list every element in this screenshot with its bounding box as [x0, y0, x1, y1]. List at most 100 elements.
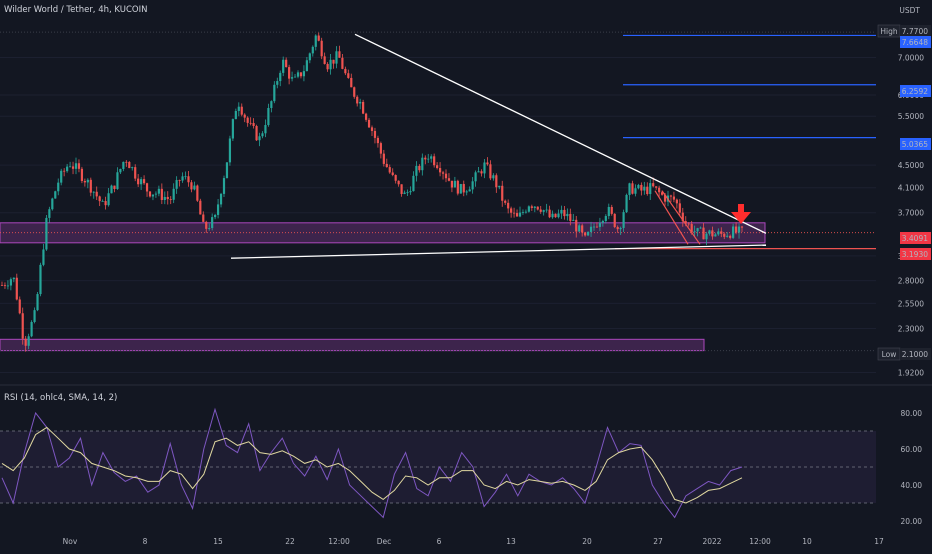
candle-body [453, 180, 456, 188]
candle-body [373, 130, 377, 138]
candle-body [320, 40, 323, 57]
candle-body [652, 183, 655, 187]
candle-body [480, 171, 483, 174]
time-tick-label: 13 [506, 537, 516, 546]
candle-body [696, 228, 699, 232]
candle-body [332, 59, 335, 64]
price-axis-label: 6.2592 [900, 85, 931, 97]
candle-body [71, 166, 75, 169]
candle-body [228, 138, 232, 163]
candle-body [492, 175, 495, 179]
time-tick-label: 27 [653, 537, 663, 546]
price-tick-label: 1.9200 [898, 368, 924, 377]
price-tick-label: 2.8000 [898, 277, 924, 286]
candle-body [140, 179, 143, 185]
candle-body [409, 191, 412, 193]
candle-body [669, 195, 673, 197]
candle-body [163, 196, 166, 200]
candle-body [711, 230, 714, 237]
candle-body [214, 214, 217, 218]
rsi-tick-label: 20.00 [901, 517, 923, 526]
candle-body [397, 180, 400, 185]
ascending-trendline [230, 244, 767, 259]
candle-body [385, 163, 388, 168]
price-tick-label: 4.5000 [898, 161, 924, 170]
price-axis-label: 5.0365 [900, 138, 931, 150]
candle-body [569, 213, 572, 221]
candle-body [708, 230, 711, 234]
candle-body [314, 35, 317, 47]
candle-body [628, 183, 631, 195]
candle-body [77, 163, 81, 169]
candle-body [137, 178, 140, 185]
candle-body [388, 167, 391, 173]
candle-body [726, 235, 729, 237]
time-tick-label: 2022 [702, 537, 721, 546]
candle-body [687, 223, 690, 225]
candle-body [427, 158, 430, 160]
price-tick-label: 4.1000 [898, 184, 924, 193]
candle-body [379, 143, 382, 154]
candle-body [474, 172, 477, 182]
candle-body [477, 171, 480, 173]
candle-body [184, 176, 187, 178]
candle-body [323, 56, 326, 64]
candle-body [145, 183, 149, 192]
candle-body [504, 200, 507, 203]
candle-body [598, 222, 602, 227]
candle-body [584, 232, 587, 236]
candle-body [57, 182, 60, 192]
candle-body [54, 191, 57, 199]
candle-body [515, 213, 519, 217]
candle-body [169, 199, 172, 200]
candle-body [15, 277, 18, 300]
candle-body [219, 193, 223, 205]
candle-body [211, 217, 214, 229]
price-label-value: 2.1000 [902, 350, 928, 359]
candle-body [299, 72, 303, 77]
candle-body [412, 175, 415, 192]
candle-body [258, 136, 261, 141]
candle-body [430, 156, 433, 159]
candle-body [462, 184, 465, 193]
candle-body [222, 178, 226, 194]
candle-body [199, 200, 202, 215]
candle-body [625, 194, 628, 213]
candle-body [326, 63, 329, 70]
candle-body [202, 214, 205, 222]
candle-body [80, 168, 84, 181]
falling-channel-lower [661, 190, 701, 245]
candle-body [21, 313, 24, 339]
candle-body [483, 162, 486, 174]
candle-body [24, 338, 27, 346]
price-label-value: 3.1930 [902, 250, 928, 259]
candle-body [273, 84, 276, 102]
candle-body [578, 225, 581, 232]
price-label-value: 6.2592 [902, 87, 928, 96]
candle-body [0, 284, 4, 286]
candle-body [68, 166, 72, 168]
time-axis: Nov 8 15 22 12:00 Dec 6 13 20 27 2022 12:00 10 17 [63, 537, 884, 546]
candle-body [521, 212, 525, 213]
candle-body [255, 126, 258, 141]
price-label-value-box [900, 232, 931, 244]
candle-body [216, 204, 220, 215]
candle-body [290, 77, 294, 79]
candle-body [690, 223, 693, 233]
time-tick-label: 8 [143, 537, 148, 546]
candle-body [640, 184, 643, 191]
price-label-value: 7.6648 [902, 38, 928, 47]
candle-body [675, 199, 678, 204]
candle-body [131, 167, 134, 169]
candle-body [406, 192, 409, 194]
candle-body [60, 170, 63, 183]
price-axis-label: 3.4091 [900, 232, 931, 244]
candle-body [501, 185, 504, 201]
candle-body [18, 299, 21, 314]
candle-body [113, 185, 116, 190]
candle-body [178, 180, 181, 181]
candle-body [649, 183, 652, 195]
candle-body [267, 107, 270, 126]
candle-body [63, 170, 66, 172]
